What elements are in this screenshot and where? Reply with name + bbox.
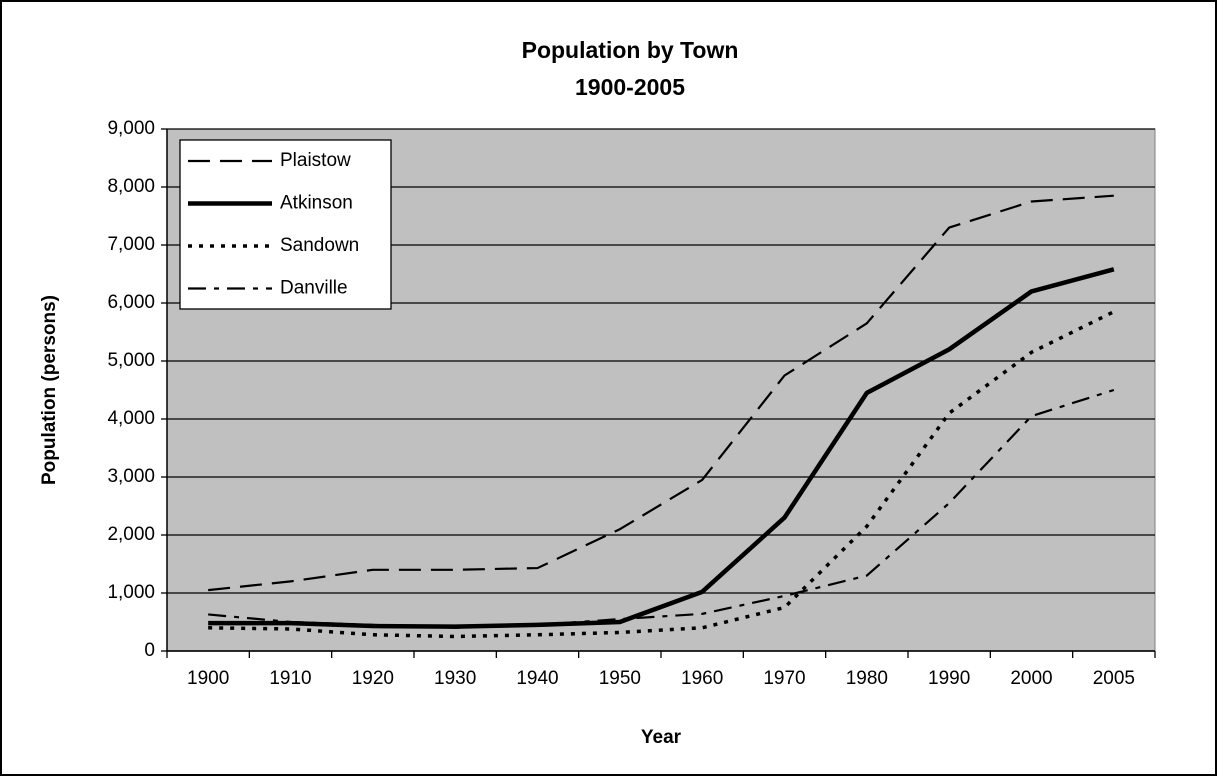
y-tick-label: 1,000	[107, 582, 155, 603]
x-tick-label: 2000	[1010, 668, 1052, 689]
legend-box	[179, 139, 392, 310]
y-tick-label: 8,000	[107, 176, 155, 197]
x-tick-label: 1950	[599, 668, 641, 689]
x-tick-label: 2005	[1093, 668, 1135, 689]
y-tick-label: 0	[144, 640, 155, 661]
y-tick-label: 4,000	[107, 408, 155, 429]
legend-label: Danville	[280, 278, 348, 299]
y-tick-label: 2,000	[107, 524, 155, 545]
legend-label: Atkinson	[280, 193, 353, 214]
chart-title: Population by Town	[522, 37, 739, 63]
series-line	[208, 194, 1114, 592]
y-tick-label: 6,000	[107, 292, 155, 313]
y-tick-label: 3,000	[107, 466, 155, 487]
y-axis-title: Population (persons)	[39, 295, 60, 485]
x-tick-label: 1920	[352, 668, 394, 689]
y-tick-label: 9,000	[107, 118, 155, 139]
chart-subtitle: 1900-2005	[575, 74, 685, 100]
legend-label: Plaistow	[280, 150, 351, 171]
series-line	[208, 267, 1115, 629]
x-axis-title: Year	[641, 727, 682, 748]
x-tick-label: 1910	[269, 668, 311, 689]
x-tick-label: 1970	[763, 668, 805, 689]
x-tick-label: 1930	[434, 668, 476, 689]
x-tick-label: 1900	[187, 668, 229, 689]
series-line	[208, 310, 1115, 639]
series-line	[208, 388, 1115, 629]
y-tick-label: 5,000	[107, 350, 155, 371]
y-tick-label: 7,000	[107, 234, 155, 255]
x-tick-label: 1960	[681, 668, 723, 689]
x-tick-label: 1940	[516, 668, 558, 689]
legend-label: Sandown	[280, 235, 359, 256]
x-tick-label: 1990	[928, 668, 970, 689]
x-tick-label: 1980	[846, 668, 888, 689]
